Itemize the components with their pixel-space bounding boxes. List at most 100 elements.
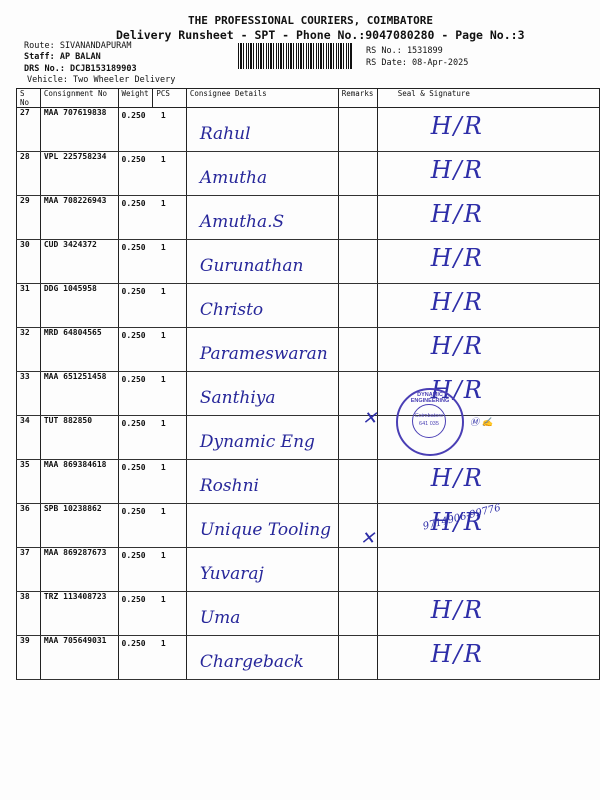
consignment-no: SPB 10238862 <box>39 503 119 548</box>
table-row: 32 MRD 64804565 0.250 1 Parameswaran H/R <box>16 327 600 372</box>
sno: 32 <box>16 327 41 372</box>
table-header: S No Consignment No Weight PCS Consignee… <box>16 88 600 108</box>
sno: 33 <box>16 371 41 416</box>
signature: H/R <box>430 244 484 272</box>
stamp-name: DYNAMIC ENGINEERING <box>410 392 450 404</box>
table-row: 31 DDG 1045958 0.250 1 Christo H/R <box>16 283 600 328</box>
pcs: 1 <box>152 151 187 196</box>
stamp-pin: 641 035 <box>419 421 439 427</box>
pcs: 1 <box>152 415 187 460</box>
weight: 0.250 <box>117 107 153 152</box>
consignment-no: VPL 225758234 <box>39 151 119 196</box>
remarks <box>337 283 378 328</box>
signature: H/R <box>430 112 484 140</box>
weight: 0.250 <box>117 547 153 592</box>
signature: H/R <box>430 508 484 536</box>
weight: 0.250 <box>117 283 153 328</box>
consignment-no: MAA 869384618 <box>39 459 119 504</box>
signature: H/R <box>430 156 484 184</box>
route: Route: SIVANANDAPURAM <box>24 41 132 51</box>
pcs: 1 <box>152 327 187 372</box>
table-row: 37 MAA 869287673 0.250 1 Yuvaraj <box>16 547 600 592</box>
sno: 28 <box>16 151 41 196</box>
sno: 27 <box>16 107 41 152</box>
weight: 0.250 <box>117 327 153 372</box>
pcs: 1 <box>152 635 187 680</box>
pcs: 1 <box>152 459 187 504</box>
sno: 30 <box>16 239 41 284</box>
pcs: 1 <box>152 283 187 328</box>
signature: H/R <box>430 640 484 668</box>
remarks <box>337 327 378 372</box>
consignment-no: MAA 869287673 <box>39 547 119 592</box>
signature: H/R <box>430 596 484 624</box>
consignment-no: TRZ 113408723 <box>39 591 119 636</box>
pcs: 1 <box>152 195 187 240</box>
stamp-initials: Ⓜ ✍ <box>470 418 494 428</box>
stamp-city: Coimbatore <box>414 413 444 419</box>
sno: 35 <box>16 459 41 504</box>
rs-date: RS Date: 08-Apr-2025 <box>366 58 469 68</box>
pcs: 1 <box>152 239 187 284</box>
remarks <box>337 635 378 680</box>
col-consignment: Consignment No <box>39 88 119 108</box>
sno: 37 <box>16 547 41 592</box>
runsheet-table: S No Consignment No Weight PCS Consignee… <box>16 88 600 680</box>
pcs: 1 <box>152 547 187 592</box>
table-row: 33 MAA 651251458 0.250 1 Santhiya H/R <box>16 371 600 416</box>
weight: 0.250 <box>117 503 153 548</box>
staff: Staff: AP BALAN <box>24 52 101 62</box>
consignee-name: Yuvaraj <box>199 564 264 584</box>
weight: 0.250 <box>117 635 153 680</box>
col-pcs: PCS <box>152 88 187 108</box>
signature: H/R <box>430 464 484 492</box>
remarks <box>337 107 378 152</box>
remarks <box>337 195 378 240</box>
sno: 36 <box>16 503 41 548</box>
weight: 0.250 <box>117 459 153 504</box>
weight: 0.250 <box>117 415 153 460</box>
consignment-no: MAA 651251458 <box>39 371 119 416</box>
col-signature: Seal & Signature <box>376 88 600 108</box>
consignee-name: Christo <box>199 300 264 320</box>
runsheet-subtitle: Delivery Runsheet - SPT - Phone No.:9047… <box>116 28 525 42</box>
col-weight: Weight <box>117 88 154 108</box>
consignee-name: Uma <box>199 608 241 628</box>
pcs: 1 <box>152 107 187 152</box>
table-row: 27 MAA 707619838 0.250 1 Rahul H/R <box>16 107 600 152</box>
remarks <box>337 239 378 284</box>
col-consignee: Consignee Details <box>185 88 339 108</box>
weight: 0.250 <box>117 151 153 196</box>
sno: 34 <box>16 415 41 460</box>
weight: 0.250 <box>117 591 153 636</box>
consignee-name: Rahul <box>199 124 251 144</box>
table-row: 35 MAA 869384618 0.250 1 Roshni H/R <box>16 459 600 504</box>
col-remarks: Remarks <box>337 88 378 108</box>
consignee-name: Dynamic Eng <box>199 432 315 452</box>
remarks <box>337 151 378 196</box>
weight: 0.250 <box>117 195 153 240</box>
weight: 0.250 <box>117 371 153 416</box>
row37-mark: ✕ <box>360 528 376 549</box>
barcode <box>238 43 352 69</box>
sno: 31 <box>16 283 41 328</box>
consignee-name: Roshni <box>199 476 259 496</box>
consignee-name: Amutha <box>199 168 268 188</box>
consignment-no: MAA 705649031 <box>39 635 119 680</box>
signature: H/R <box>430 200 484 228</box>
table-row: 36 SPB 10238862 0.250 1 Unique Tooling H/R <box>16 503 600 548</box>
sno: 38 <box>16 591 41 636</box>
remarks <box>337 459 378 504</box>
consignee-name: Amutha.S <box>199 212 285 232</box>
consignment-no: MRD 64804565 <box>39 327 119 372</box>
signature: H/R <box>430 288 484 316</box>
remarks <box>337 371 378 416</box>
company-stamp: DYNAMIC ENGINEERING Coimbatore 641 035 <box>396 388 464 456</box>
table-row: 28 VPL 225758234 0.250 1 Amutha H/R <box>16 151 600 196</box>
remarks <box>337 591 378 636</box>
consignment-no: CUD 3424372 <box>39 239 119 284</box>
weight: 0.250 <box>117 239 153 284</box>
consignee-name: Chargeback <box>199 652 304 672</box>
table-row: 30 CUD 3424372 0.250 1 Gurunathan H/R <box>16 239 600 284</box>
